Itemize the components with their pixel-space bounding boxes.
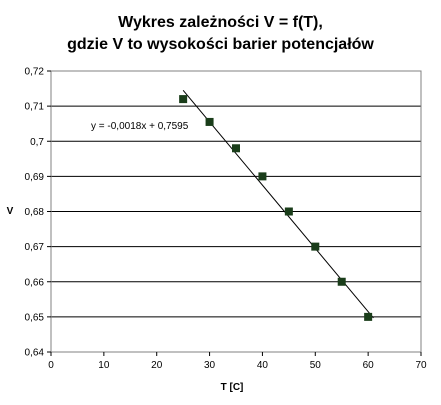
y-tick-label: 0,66	[25, 277, 45, 288]
trendline-equation: y = -0,0018x + 0,7595	[91, 121, 189, 132]
data-point	[232, 144, 240, 153]
gridlines	[51, 105, 421, 318]
chart-title-line-2: gdzie V to wysokości barier potencjałów	[67, 36, 374, 53]
y-tick-label: 0,71	[25, 102, 45, 113]
data-point	[258, 172, 267, 181]
x-tick-label: 20	[151, 360, 163, 371]
y-tick-label: 0,67	[25, 242, 45, 253]
data-point	[364, 312, 373, 321]
y-tick-label: 0,7	[30, 137, 44, 148]
data-point	[311, 242, 320, 251]
data-point	[179, 95, 188, 104]
x-axis-label: T [C]	[221, 382, 244, 393]
y-tick-label: 0,65	[25, 312, 45, 323]
x-axis-ticks: 0 10 20 30 40 50 60 70	[48, 352, 427, 371]
data-point	[205, 117, 214, 126]
data-point	[284, 207, 293, 216]
y-tick-label: 0,69	[25, 172, 45, 183]
data-point	[337, 277, 346, 286]
x-tick-label: 50	[310, 360, 322, 371]
x-tick-label: 40	[257, 360, 269, 371]
y-tick-label: 0,64	[25, 348, 45, 359]
y-tick-label: 0,68	[25, 207, 45, 218]
x-tick-label: 70	[415, 360, 427, 371]
y-tick-label: 0,72	[25, 67, 45, 78]
x-tick-label: 60	[363, 360, 375, 371]
chart-title-line-1: Wykres zależności V = f(T),	[118, 14, 323, 31]
x-tick-label: 10	[98, 360, 110, 371]
x-tick-label: 30	[204, 360, 216, 371]
x-tick-label: 0	[48, 360, 54, 371]
y-axis-label: V	[7, 206, 14, 217]
data-points	[179, 95, 373, 321]
y-axis-ticks: 0,64 0,65 0,66 0,67 0,68 0,69 0,7 0,71 0,72	[25, 67, 51, 359]
